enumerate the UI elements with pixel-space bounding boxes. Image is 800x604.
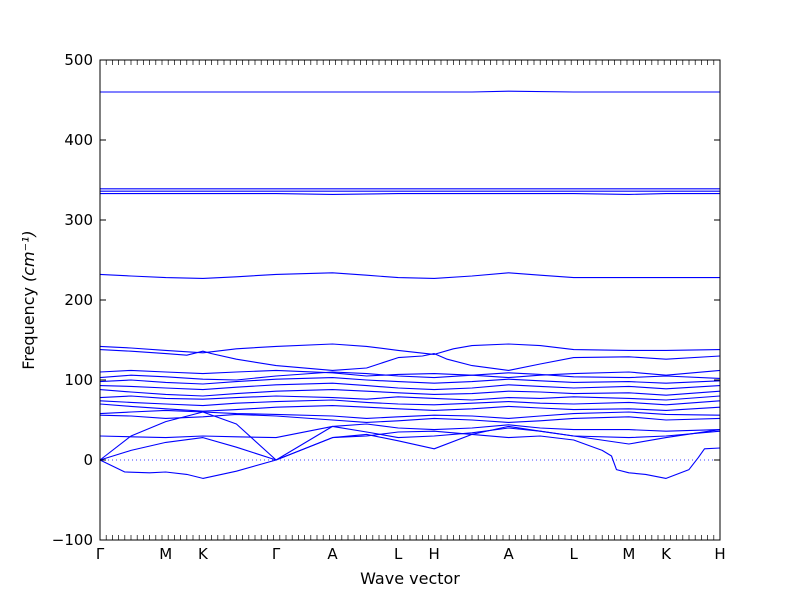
y-axis-label-unit: (cm⁻¹) xyxy=(19,230,38,282)
phonon-branch-17 xyxy=(99,413,721,423)
phonon-branch-4 xyxy=(100,193,720,195)
phonon-branch-10 xyxy=(99,377,721,385)
y-tick-label: 200 xyxy=(64,291,93,309)
x-tick-label: L xyxy=(570,545,579,563)
plot-frame xyxy=(99,59,721,541)
y-axis-label-text: Frequency xyxy=(19,287,38,370)
phonon-branch-13 xyxy=(99,395,721,401)
phonon-branch-19 xyxy=(99,411,721,461)
x-tick-label: M xyxy=(159,545,172,563)
phonon-branch-8 xyxy=(99,369,721,379)
phonon-branch-18 xyxy=(99,423,721,439)
x-tick-label: H xyxy=(429,545,440,563)
x-tick-label: H xyxy=(714,545,725,563)
phonon-branch-9 xyxy=(99,371,721,381)
x-tick-label: A xyxy=(327,545,338,563)
phonon-branch-16 xyxy=(99,409,721,419)
x-tick-label: K xyxy=(661,545,672,563)
x-tick-label: Γ xyxy=(272,545,281,563)
phonon-branch-20 xyxy=(99,425,721,461)
x-tick-label: Γ xyxy=(96,545,105,563)
x-tick-label: K xyxy=(198,545,209,563)
y-tick-label: 100 xyxy=(64,371,93,389)
x-tick-label: L xyxy=(394,545,403,563)
phonon-branch-1 xyxy=(100,90,720,93)
phonon-branch-14 xyxy=(99,399,721,407)
phonon-branch-15 xyxy=(99,403,721,412)
y-tick-label: 500 xyxy=(64,51,93,69)
phonon-branch-7 xyxy=(99,349,721,371)
x-tick-label: M xyxy=(622,545,635,563)
x-axis-label: Wave vector xyxy=(360,569,460,588)
phonon-branch-5 xyxy=(99,272,720,279)
y-tick-label: 400 xyxy=(64,131,93,149)
phonon-branch-11 xyxy=(99,382,721,391)
y-tick-label: −100 xyxy=(52,531,93,549)
phonon-branch-21 xyxy=(99,430,721,479)
y-tick-label: 300 xyxy=(64,211,93,229)
x-tick-label: A xyxy=(503,545,514,563)
y-tick-label: 0 xyxy=(83,451,93,469)
phonon-branch-12 xyxy=(99,389,721,397)
y-axis-label: Frequency (cm⁻¹) xyxy=(19,230,38,369)
